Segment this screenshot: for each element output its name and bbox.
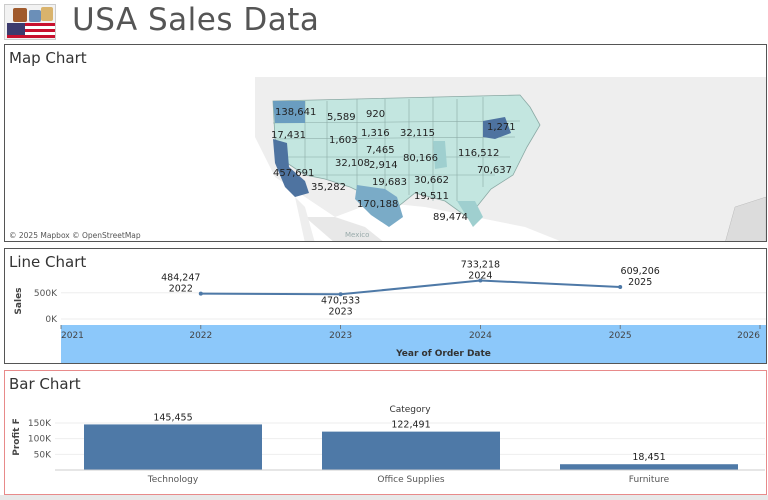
page-title: USA Sales Data: [72, 2, 320, 38]
map-state-label-va: 70,637: [477, 165, 512, 176]
bar-chart-panel[interactable]: Bar Chart Category 150K 100K 50K Profit F 145…: [4, 370, 767, 495]
bar-data-label: 18,451: [632, 452, 665, 463]
x-tick-label: 2022: [189, 331, 212, 341]
sales-line[interactable]: [200, 279, 621, 296]
state-tx: [355, 185, 403, 227]
map-state-label-ca: 457,691: [273, 168, 315, 179]
bar-data-label: 122,491: [391, 420, 430, 431]
x-tick-label: 2024: [469, 331, 492, 341]
map-state-label-wa: 138,641: [275, 107, 317, 118]
map-state-label-or: 17,431: [271, 130, 306, 141]
line-chart-panel[interactable]: Line Chart 500K 0K Sales 2021 2022 2023 2024 20…: [4, 248, 767, 364]
line-point[interactable]: [618, 285, 623, 290]
map-state-label-az: 35,282: [311, 182, 346, 193]
category-header: Category: [389, 405, 431, 415]
map-place-label: Mexico: [345, 231, 369, 239]
state-ny: [483, 117, 511, 139]
line-year-label: 2023: [329, 306, 353, 317]
map-state-label-mt: 5,589: [327, 112, 356, 123]
x-axis-band[interactable]: [61, 325, 766, 363]
map-state-label-nd: 920: [366, 109, 386, 120]
x-axis-label: Year of Order Date: [395, 349, 491, 359]
line-chart[interactable]: 500K 0K Sales 2021 2022 2023 2024 2025 2026 Year …: [5, 249, 766, 363]
bar-data-label: 145,455: [153, 412, 192, 423]
x-tick-label: 2021: [61, 331, 84, 341]
x-tick-label: 2025: [609, 331, 632, 341]
map-state-label-wy: 1,603: [329, 135, 358, 146]
map-state-label-co: 32,108: [335, 158, 370, 169]
y-axis-label: Sales: [14, 287, 24, 314]
map-attribution[interactable]: © 2025 Mapbox © OpenStreetMap: [9, 231, 141, 240]
bar-office-supplies[interactable]: [322, 431, 500, 470]
map-state-label-ga: 19,511: [414, 191, 449, 202]
line-data-label: 470,533: [321, 295, 360, 306]
map-chart-title: Map Chart: [9, 49, 87, 67]
map-state-label-sd: 1,316: [361, 128, 390, 139]
y-axis-label: Profit F: [12, 418, 22, 455]
state-wa: [273, 101, 305, 123]
line-data-label: 733,218: [461, 260, 500, 271]
state-fl: [457, 201, 483, 227]
bar-chart[interactable]: Category 150K 100K 50K Profit F 145,455 Techno…: [5, 371, 766, 494]
usa-flag-logo-icon: [4, 4, 56, 40]
y-tick-label: 0K: [45, 315, 58, 325]
line-data-label: 484,247: [161, 273, 200, 284]
map-chart-panel[interactable]: Map Chart Mexico: [4, 44, 767, 242]
y-tick-label: 100K: [28, 435, 52, 445]
x-tick-label: 2023: [329, 331, 352, 341]
y-tick-label: 150K: [28, 419, 52, 429]
map-state-label-fl: 89,474: [433, 212, 468, 223]
category-label: Technology: [147, 475, 199, 485]
bottom-scrollbar[interactable]: [0, 495, 768, 500]
map-state-label-tx: 170,188: [357, 199, 399, 210]
map-state-label-wi: 32,115: [400, 128, 435, 139]
bar-technology[interactable]: [84, 424, 262, 470]
map-state-label-ne: 7,465: [366, 145, 395, 156]
line-point[interactable]: [478, 278, 483, 283]
map-state-label-nc: 30,662: [414, 175, 449, 186]
map-state-label-ks: 2,914: [369, 160, 398, 171]
usa-map[interactable]: Mexico: [5, 77, 766, 242]
bar-furniture[interactable]: [560, 464, 738, 470]
category-label: Furniture: [629, 475, 670, 485]
y-tick-label: 500K: [34, 289, 58, 299]
map-state-label-ny: 116,512: [458, 148, 500, 159]
map-state-label-ok: 19,683: [372, 177, 407, 188]
x-tick-label: 2026: [737, 331, 760, 341]
map-state-label-il: 80,166: [403, 153, 438, 164]
state-il: [433, 141, 447, 169]
line-year-label: 2024: [468, 271, 492, 282]
state-ca: [273, 139, 309, 197]
header: USA Sales Data: [0, 0, 768, 44]
category-label: Office Supplies: [377, 475, 445, 485]
line-year-label: 2022: [169, 284, 193, 295]
line-year-label: 2025: [628, 277, 652, 288]
line-chart-title: Line Chart: [9, 253, 87, 271]
line-point[interactable]: [338, 292, 343, 297]
y-tick-label: 50K: [34, 450, 52, 460]
line-data-label: 609,206: [621, 266, 660, 277]
line-point[interactable]: [198, 291, 203, 296]
map-state-label-vt: 1,271: [487, 122, 516, 133]
bar-chart-title: Bar Chart: [9, 375, 81, 393]
